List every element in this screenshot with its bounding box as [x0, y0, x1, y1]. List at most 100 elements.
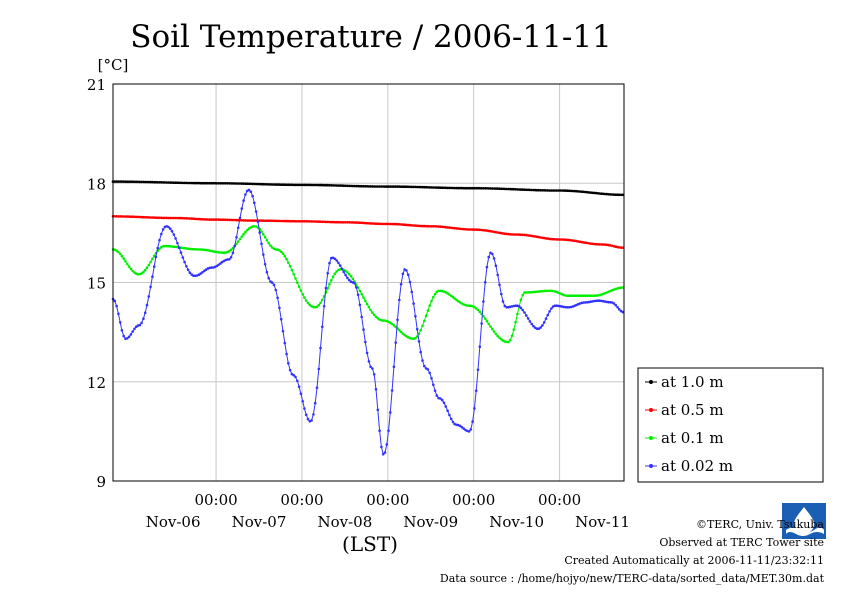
x-tick-time-label: 00:00: [366, 491, 409, 509]
series-point: [541, 324, 544, 327]
series-point: [126, 262, 129, 266]
series-point: [489, 325, 492, 328]
series-point: [117, 250, 120, 254]
series-point: [142, 270, 145, 274]
series-point: [503, 304, 507, 308]
series-point: [142, 317, 145, 321]
series-point: [297, 183, 301, 187]
series-point: [519, 306, 523, 310]
series-point: [301, 400, 305, 403]
series-point: [310, 183, 313, 187]
series-point: [439, 397, 442, 400]
series-point: [542, 321, 546, 324]
series-point: [181, 181, 185, 185]
series-line: [112, 225, 623, 343]
series-point: [253, 201, 256, 205]
series-point: [419, 350, 423, 354]
series-point: [582, 294, 585, 298]
series-point: [161, 181, 165, 184]
series-point: [177, 246, 181, 249]
series-point: [263, 219, 267, 222]
series-point: [149, 260, 152, 264]
series-point: [328, 282, 331, 286]
series-point: [312, 413, 315, 416]
legend-box: [637, 367, 824, 483]
series-point: [448, 293, 451, 296]
series-point: [288, 368, 292, 372]
series-point: [426, 309, 430, 312]
series-point: [548, 310, 551, 313]
series-point: [482, 300, 485, 303]
series-point: [403, 185, 406, 188]
series-point: [299, 220, 303, 223]
series-point: [304, 299, 308, 302]
copyright-text: ©TERC, Univ. Tsukuba: [695, 518, 824, 531]
series-point: [262, 233, 265, 236]
series-point: [172, 233, 176, 236]
series-point: [154, 255, 158, 259]
series-point: [390, 389, 394, 392]
x-tick-date-label: Nov-07: [232, 513, 287, 531]
series-point: [199, 272, 202, 275]
series-point: [324, 183, 328, 187]
series-point: [548, 289, 551, 293]
series-point: [127, 180, 131, 183]
series-point: [245, 228, 249, 232]
series-point: [432, 383, 435, 387]
series-point: [140, 180, 143, 184]
series-point: [523, 311, 526, 314]
series-point: [265, 238, 269, 242]
series-point: [337, 261, 340, 265]
series-point: [514, 304, 517, 308]
series-point: [508, 338, 512, 342]
series-point: [281, 329, 285, 333]
series-point: [228, 249, 231, 253]
series-point: [362, 185, 365, 188]
series-point: [398, 329, 401, 332]
series-point: [272, 283, 276, 287]
series-point: [236, 240, 240, 243]
y-axis: 9 12 15 18 21: [87, 76, 106, 491]
series-point: [399, 185, 403, 188]
series-point: [244, 193, 247, 196]
legend-marker: [649, 436, 653, 440]
series-point: [278, 306, 281, 310]
series-point: [516, 312, 519, 316]
series-point: [195, 181, 199, 185]
series-point: [170, 229, 174, 233]
series-point: [321, 325, 324, 329]
x-tick-date-label: Nov-08: [317, 513, 372, 531]
series-point: [290, 268, 294, 272]
series-point: [491, 187, 494, 190]
x-axis-label: (LST): [342, 532, 398, 556]
series-point: [401, 272, 405, 276]
series-point: [274, 288, 278, 292]
series-point: [410, 290, 414, 294]
series-point: [228, 218, 231, 222]
series-point: [324, 286, 328, 290]
series-point: [244, 182, 247, 185]
series-point: [390, 185, 394, 188]
series-point: [491, 252, 494, 256]
series-point: [528, 320, 532, 323]
series-point: [328, 261, 331, 265]
series-point: [281, 183, 285, 186]
series-point: [573, 294, 576, 298]
legend-label: at 0.02 m: [661, 457, 733, 475]
series-point: [589, 294, 592, 298]
series-point: [317, 367, 321, 371]
series-point: [179, 251, 183, 254]
x-tick-time-label: 00:00: [538, 491, 581, 509]
series-point: [331, 184, 335, 187]
series-point: [374, 185, 378, 188]
series-point: [415, 185, 419, 189]
series-point: [466, 186, 469, 190]
series-point: [544, 189, 548, 192]
series-point: [428, 304, 432, 307]
series-point: [421, 359, 424, 362]
series-point: [376, 408, 380, 412]
series-point: [525, 291, 528, 294]
series-point: [249, 190, 253, 193]
series-point: [299, 392, 303, 396]
series-point: [247, 219, 251, 222]
